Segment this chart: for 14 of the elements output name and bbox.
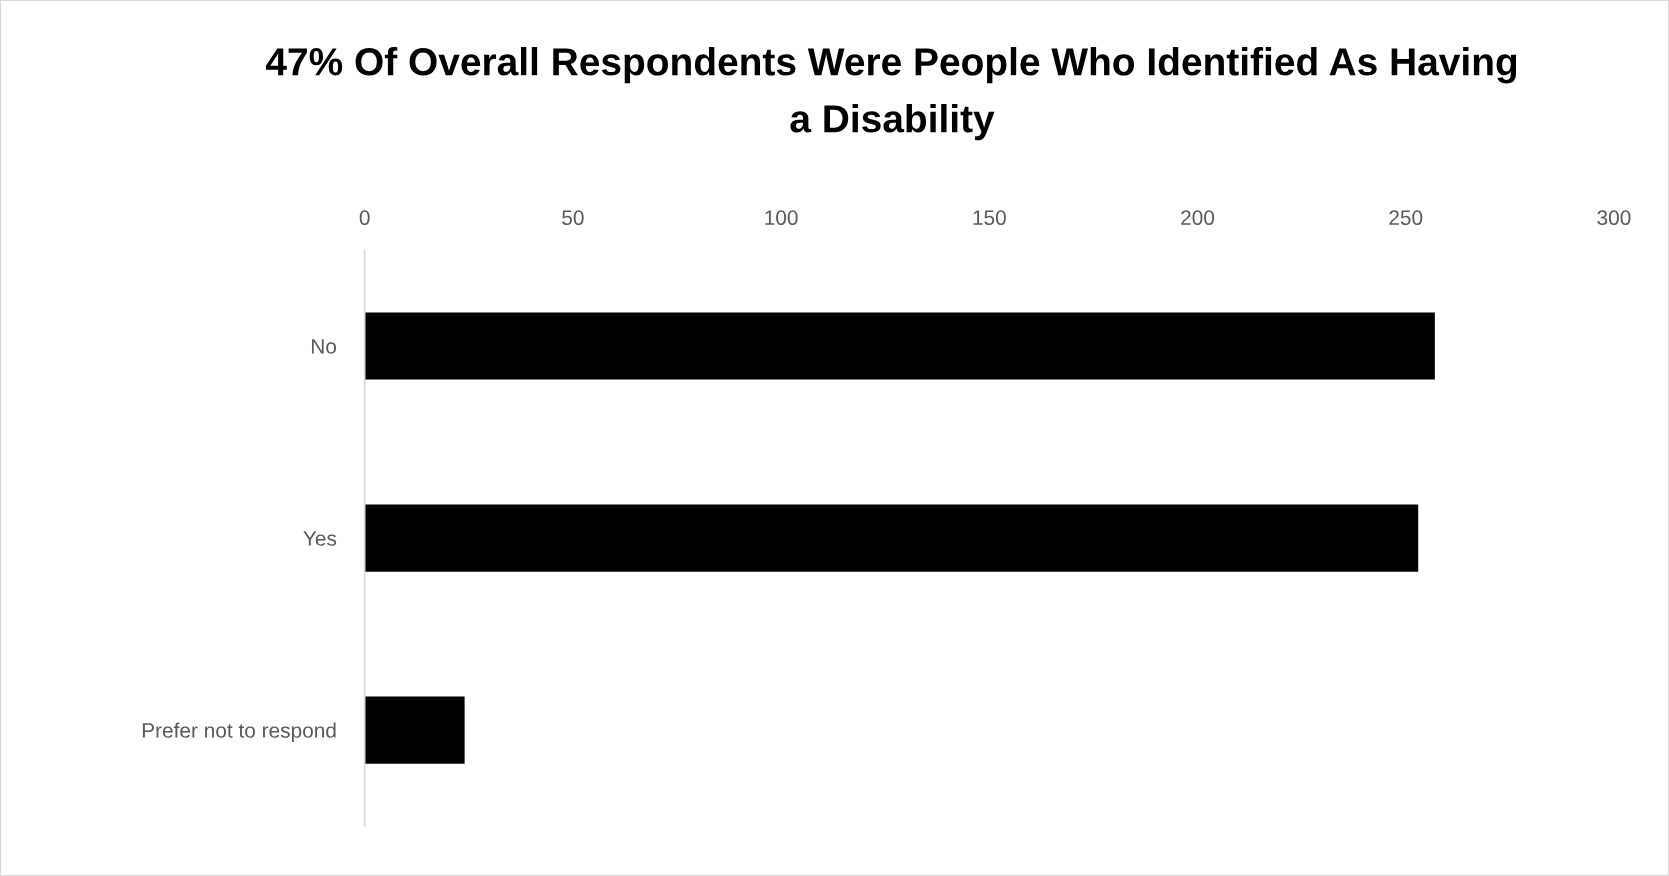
x-tick-label: 100 [765,210,798,226]
bar [364,504,1419,572]
bar [364,312,1435,380]
bar [364,696,465,764]
x-tick-label: 50 [562,210,584,226]
x-tick-label: 150 [973,210,1006,226]
y-tick-label: No [311,339,337,354]
x-tick-label: 250 [1389,210,1423,226]
y-tick-label: Prefer not to respond [142,722,336,742]
y-tick-label: Yes [303,531,337,546]
x-tick-label: 200 [1181,210,1215,226]
chart-title: 47% Of Overall Respondents Were People Who Identified As Having a Disability [265,47,1517,141]
x-tick-label: 300 [1597,210,1631,226]
x-tick-label: 0 [359,210,370,226]
